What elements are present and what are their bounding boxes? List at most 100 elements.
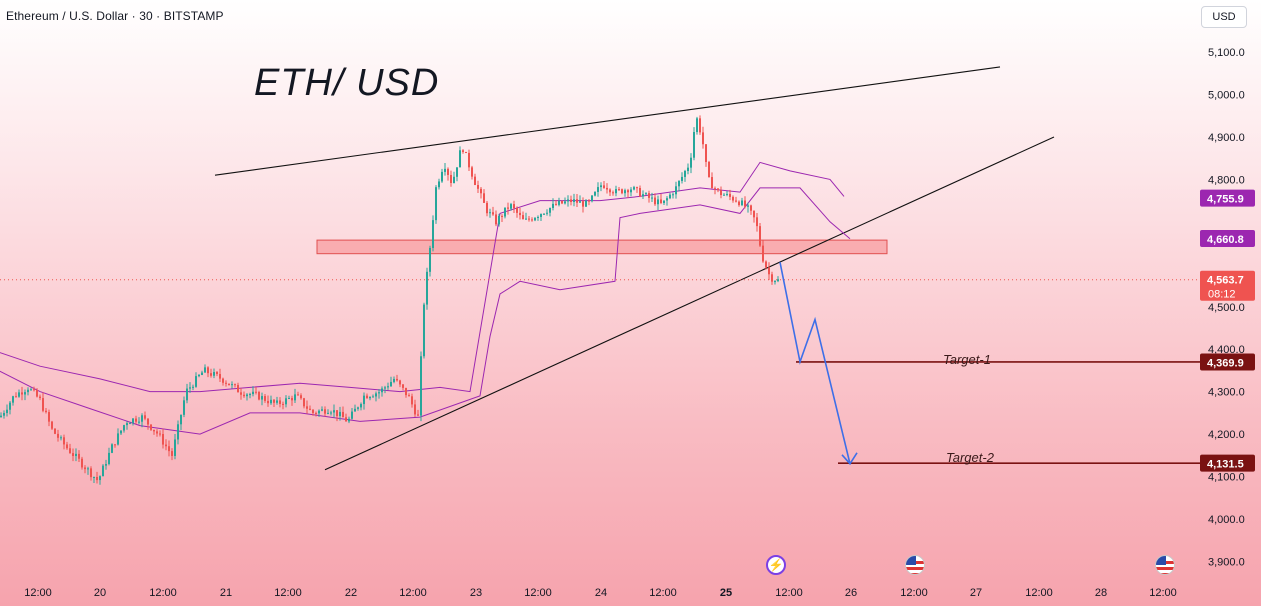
us-flag-event-icon[interactable] <box>1155 555 1175 575</box>
y-tick-label: 5,100.0 <box>1208 47 1245 59</box>
x-tick-label: 12:00 <box>524 587 552 599</box>
candle-body <box>603 185 605 188</box>
candle-body <box>216 372 218 375</box>
candle-body <box>645 193 647 195</box>
candle-body <box>726 193 728 195</box>
upper-channel-line <box>0 161 845 393</box>
candle-body <box>759 226 761 246</box>
candle-body <box>177 424 179 440</box>
target-1-badge-text: 4,369.9 <box>1207 357 1244 369</box>
candle-body <box>588 200 590 202</box>
candle-body <box>372 396 374 398</box>
candle-body <box>420 356 422 416</box>
candle-body <box>516 208 518 213</box>
candle-body <box>180 414 182 425</box>
candle-body <box>549 207 551 213</box>
candle-body <box>105 464 107 466</box>
candle-body <box>450 174 452 183</box>
us-flag-event-icon[interactable] <box>905 555 925 575</box>
y-tick-label: 4,000.0 <box>1208 514 1245 526</box>
candle-body <box>246 394 248 397</box>
candle-body <box>30 389 32 391</box>
candle-body <box>75 453 77 457</box>
candle-body <box>486 202 488 214</box>
candle-body <box>126 423 128 426</box>
candle-body <box>432 220 434 248</box>
candle-body <box>720 190 722 196</box>
candle-body <box>651 197 653 199</box>
candle-body <box>495 214 497 225</box>
x-tick-label: 20 <box>94 587 106 599</box>
candle-body <box>228 383 230 386</box>
candle-body <box>579 201 581 203</box>
candle-body <box>702 132 704 145</box>
x-tick-label: 25 <box>720 587 732 599</box>
candle-body <box>618 189 620 191</box>
x-tick-label: 26 <box>845 587 857 599</box>
candle-body <box>672 194 674 196</box>
candle-body <box>567 199 569 202</box>
flash-event-icon[interactable]: ⚡ <box>766 555 786 575</box>
candle-body <box>612 192 614 194</box>
candle-body <box>201 372 203 375</box>
candle-body <box>654 197 656 205</box>
candle-body <box>375 393 377 397</box>
candle-body <box>474 176 476 185</box>
candle-body <box>606 187 608 190</box>
candle-body <box>510 204 512 209</box>
x-tick-label: 27 <box>970 587 982 599</box>
candle-body <box>198 374 200 377</box>
candle-body <box>594 191 596 196</box>
candle-body <box>354 408 356 412</box>
candle-body <box>741 200 743 206</box>
candle-body <box>171 451 173 456</box>
candle-body <box>717 188 719 191</box>
candle-body <box>81 458 83 468</box>
candle-body <box>690 157 692 168</box>
candle-body <box>132 418 134 424</box>
candle-body <box>387 386 389 388</box>
candle-body <box>297 394 299 396</box>
candle-body <box>585 200 587 207</box>
candle-body <box>6 409 8 414</box>
candle-body <box>255 391 257 393</box>
candle-body <box>336 410 338 417</box>
candle-body <box>24 392 26 395</box>
candle-body <box>390 381 392 387</box>
candle-body <box>138 421 140 423</box>
candle-body <box>27 389 29 393</box>
candle-body <box>483 193 485 203</box>
candle-body <box>129 423 131 425</box>
candle-body <box>558 200 560 205</box>
last-price-badge-text: 4,563.7 <box>1207 275 1244 287</box>
candle-body <box>207 367 209 374</box>
candle-body <box>477 184 479 189</box>
candle-body <box>519 212 521 216</box>
candle-body <box>258 392 260 400</box>
candle-body <box>159 433 161 435</box>
candle-body <box>774 281 776 283</box>
candle-body <box>729 193 731 197</box>
candle-body <box>756 217 758 227</box>
candle-body <box>51 421 53 429</box>
candle-body <box>141 415 143 422</box>
candle-body <box>279 400 281 404</box>
candle-body <box>384 387 386 389</box>
candle-body <box>498 215 500 225</box>
candle-body <box>411 396 413 405</box>
candle-body <box>507 207 509 209</box>
candle-body <box>18 392 20 397</box>
candle-body <box>747 205 749 207</box>
candle-body <box>60 437 62 439</box>
candle-body <box>192 386 194 388</box>
candle-body <box>252 391 254 395</box>
currency-button[interactable]: USD <box>1201 6 1247 28</box>
lower-band-badge-text: 4,660.8 <box>1207 234 1244 246</box>
candle-body <box>468 152 470 168</box>
candle-body <box>102 465 104 477</box>
candle-body <box>591 195 593 202</box>
candle-body <box>771 274 773 282</box>
candle-body <box>123 425 125 431</box>
